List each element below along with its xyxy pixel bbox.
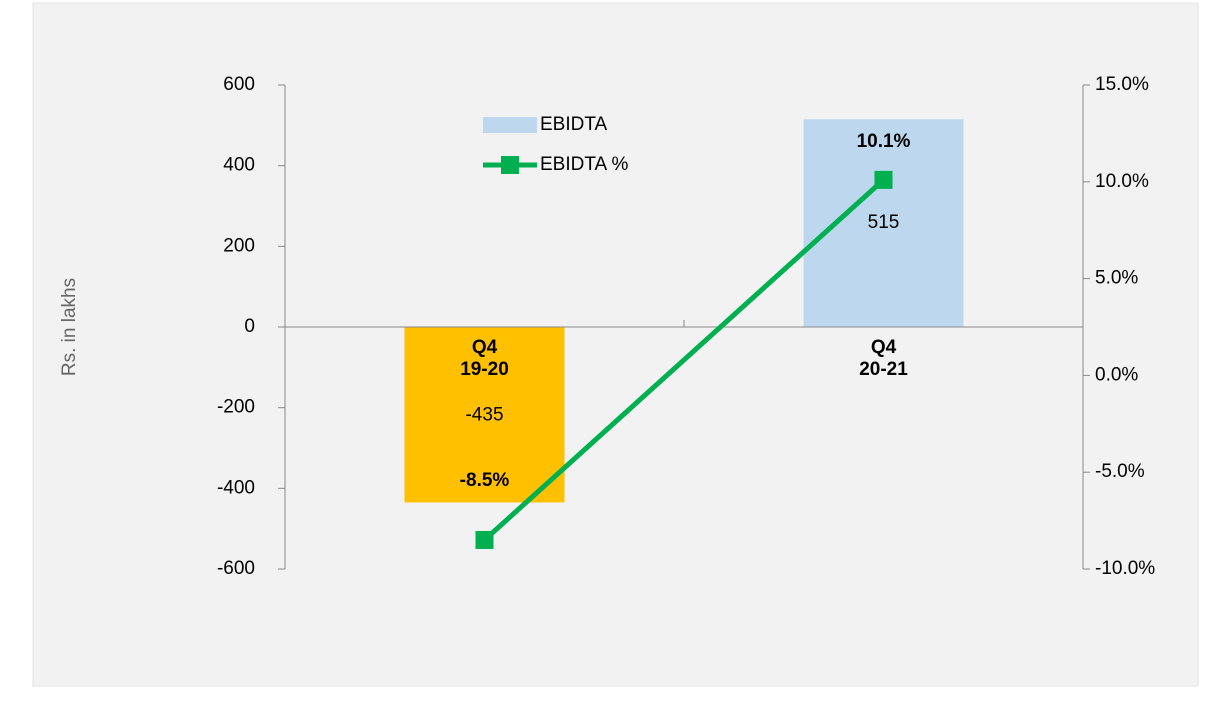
legend-marker xyxy=(501,156,519,174)
y-tick-label: -200 xyxy=(217,397,255,418)
y2-tick-label: 0.0% xyxy=(1095,364,1138,385)
chart-background xyxy=(32,2,1199,687)
y2-tick-label: -5.0% xyxy=(1095,461,1145,482)
x-tick-label: 19-20 xyxy=(460,359,509,380)
x-tick-label: 20-21 xyxy=(859,359,908,380)
y-tick-label: 600 xyxy=(223,74,255,95)
x-tick-label: Q4 xyxy=(472,337,498,358)
line-value-label: 10.1% xyxy=(857,131,911,152)
bar xyxy=(404,327,565,503)
y2-tick-label: 10.0% xyxy=(1095,171,1149,192)
y-tick-label: 200 xyxy=(223,235,255,256)
legend-swatch xyxy=(483,117,537,133)
y2-tick-label: -10.0% xyxy=(1095,558,1155,579)
bar xyxy=(803,119,964,328)
y-tick-label: 400 xyxy=(223,155,255,176)
bar-value-label: -435 xyxy=(465,405,503,426)
y2-tick-label: 5.0% xyxy=(1095,268,1138,289)
legend-label: EBIDTA xyxy=(540,114,608,135)
y-tick-label: -400 xyxy=(217,477,255,498)
y-tick-label: -600 xyxy=(217,558,255,579)
line-marker xyxy=(475,530,494,549)
legend-label: EBIDTA % xyxy=(540,154,628,175)
line-value-label: -8.5% xyxy=(460,470,510,491)
line-marker xyxy=(874,170,893,189)
y-axis-label: Rs. in lakhs xyxy=(59,278,80,376)
line xyxy=(482,178,886,542)
x-tick-label: Q4 xyxy=(871,337,897,358)
y-tick-label: 0 xyxy=(244,316,255,337)
y2-tick-label: 15.0% xyxy=(1095,74,1149,95)
bar-value-label: 515 xyxy=(868,212,900,233)
